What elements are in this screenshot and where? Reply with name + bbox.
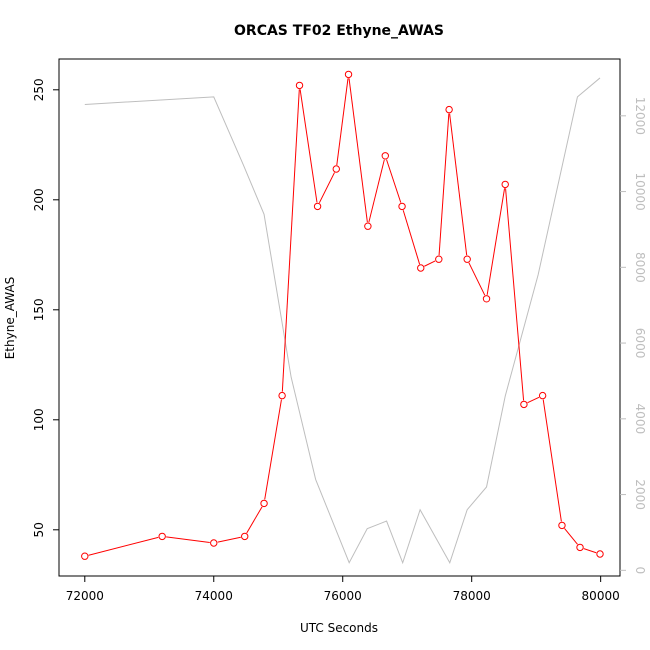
right-y-axis: 0 2000 4000 6000 8000 10000 12000 — [620, 97, 647, 574]
data-point — [210, 539, 218, 547]
series-line-segment — [166, 536, 210, 543]
series-line-segment — [281, 89, 300, 392]
series-line-segment — [468, 262, 486, 296]
data-point — [260, 499, 268, 508]
x-tick-label: 78000 — [453, 589, 491, 603]
data-point — [364, 222, 372, 230]
left-y-axis: 50 100 150 200 250 — [32, 78, 59, 537]
series-layer — [81, 70, 604, 565]
data-point — [538, 391, 547, 400]
x-axis-label: UTC Seconds — [300, 621, 378, 635]
data-point — [445, 105, 453, 114]
data-point — [596, 550, 604, 558]
chart-title: ORCAS TF02 Ethyne_AWAS — [234, 23, 444, 39]
series-line-segment — [402, 210, 421, 265]
series-line-segment — [217, 536, 241, 543]
series-line-segment — [438, 113, 450, 256]
x-axis: 72000 74000 76000 78000 80000 — [66, 576, 620, 603]
y-tick-label: 250 — [32, 78, 46, 101]
data-point — [576, 543, 584, 552]
series-line-segment — [318, 172, 335, 204]
y2-tick-label: 0 — [633, 566, 647, 574]
x-tick-label: 72000 — [66, 589, 104, 603]
y2-tick-label: 2000 — [633, 479, 647, 510]
y-tick-label: 200 — [32, 188, 46, 211]
series-line-segment — [486, 188, 506, 295]
data-point — [278, 391, 286, 400]
plot-frame — [58, 58, 621, 577]
data-point — [482, 295, 491, 303]
series-line-segment — [505, 188, 525, 401]
series-line-segment — [583, 548, 597, 554]
y-tick-label: 100 — [32, 408, 46, 431]
series-line-segment — [246, 506, 263, 534]
data-point — [501, 180, 509, 189]
data-point — [558, 521, 566, 530]
data-point — [241, 532, 249, 541]
data-point — [417, 264, 425, 272]
y-tick-label: 150 — [32, 298, 46, 321]
series-line-segment — [449, 113, 468, 256]
data-point — [398, 202, 406, 211]
data-point — [158, 532, 166, 541]
y2-tick-label: 8000 — [633, 252, 647, 283]
x-tick-label: 74000 — [195, 589, 233, 603]
data-point — [81, 552, 89, 560]
y2-tick-label: 4000 — [633, 404, 647, 435]
series-line-segment — [386, 159, 402, 203]
series-line-segment — [88, 536, 159, 556]
series-line-segment — [527, 396, 540, 404]
series-line-segment — [348, 78, 368, 223]
data-point — [435, 255, 443, 263]
series-line-segment — [299, 89, 318, 203]
data-point — [520, 400, 528, 409]
data-point — [295, 81, 304, 90]
series-line-segment — [336, 78, 349, 166]
y2-tick-label: 12000 — [633, 97, 647, 135]
y2-tick-label: 10000 — [633, 172, 647, 210]
series-line-segment — [264, 399, 282, 500]
data-point — [344, 70, 353, 79]
y-axis-label: Ethyne_AWAS — [3, 277, 17, 360]
data-point — [313, 202, 322, 211]
data-point — [381, 152, 389, 160]
series-line-segment — [564, 528, 578, 545]
series-line-right — [84, 77, 601, 565]
y-tick-label: 50 — [32, 522, 46, 537]
y2-tick-label: 6000 — [633, 328, 647, 359]
series-line-segment — [424, 260, 436, 267]
data-point — [332, 165, 340, 173]
series-line-segment — [368, 159, 385, 223]
data-point — [463, 255, 471, 263]
x-tick-label: 80000 — [582, 589, 620, 603]
series-line-segment — [542, 399, 562, 522]
x-tick-label: 76000 — [324, 589, 362, 603]
